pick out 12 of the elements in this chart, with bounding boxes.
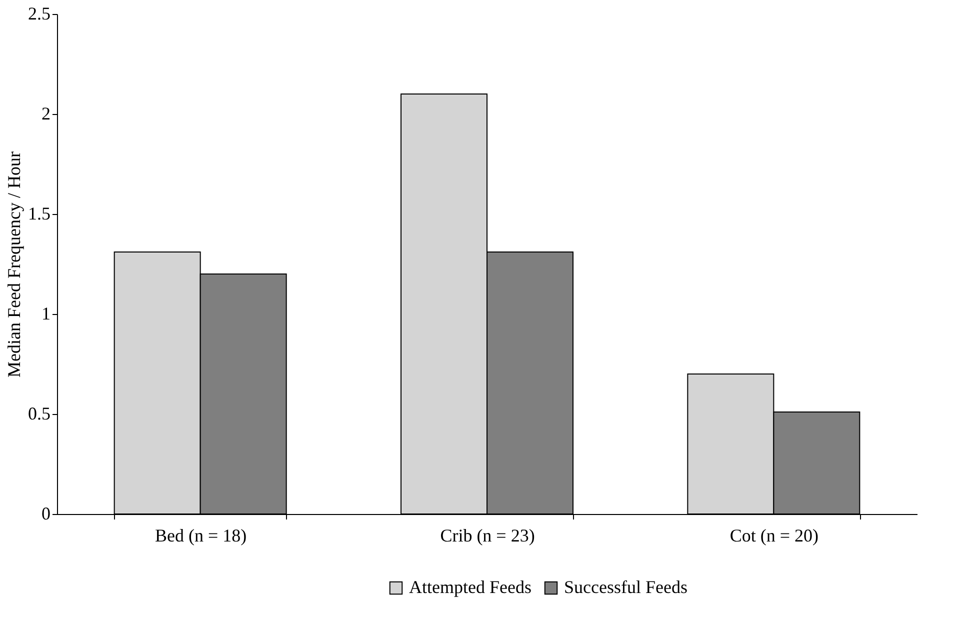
legend-label: Attempted Feeds xyxy=(409,577,532,597)
x-tick-label: Bed (n = 18) xyxy=(155,526,247,546)
x-tick-label: Crib (n = 23) xyxy=(440,526,535,546)
y-tick-label: 1.5 xyxy=(28,204,50,224)
y-tick-label: 0 xyxy=(42,504,50,524)
y-tick-label: 0.5 xyxy=(28,404,50,424)
y-tick-label: 2.5 xyxy=(28,4,50,24)
x-tick-label: Cot (n = 20) xyxy=(730,526,818,546)
y-axis-title: Median Feed Frequency / Hour xyxy=(4,152,24,378)
legend-label: Successful Feeds xyxy=(564,577,688,597)
y-tick-label: 2 xyxy=(42,104,50,124)
y-tick-label: 1 xyxy=(42,304,50,324)
